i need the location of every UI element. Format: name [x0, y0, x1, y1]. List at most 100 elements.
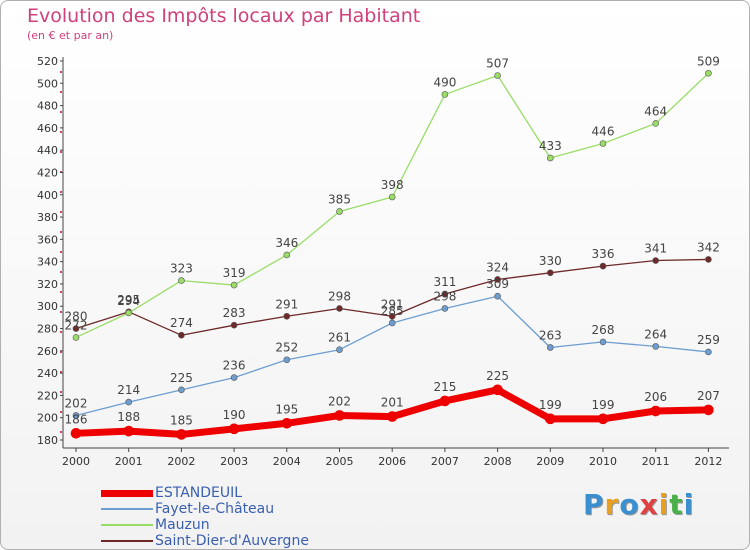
- data-point: [494, 276, 501, 283]
- data-label: 202: [328, 394, 351, 408]
- data-point: [652, 120, 660, 127]
- y-tick-label: 480: [37, 100, 58, 113]
- y-tick-label: 440: [37, 144, 58, 157]
- data-label: 291: [275, 297, 298, 311]
- data-label: 319: [223, 266, 246, 280]
- chart-legend: ESTANDEUIL Fayet-le-Château Mauzun Saint-Di…: [101, 485, 361, 549]
- legend-label: ESTANDEUIL: [155, 485, 243, 501]
- data-point: [597, 413, 609, 425]
- data-point: [546, 344, 554, 351]
- y-tick-label: 200: [37, 412, 58, 425]
- data-point: [652, 257, 660, 264]
- data-point: [705, 256, 712, 263]
- data-label: 201: [381, 396, 404, 410]
- legend-item: Saint-Dier-d'Auvergne: [101, 533, 361, 549]
- data-point: [441, 91, 449, 98]
- data-label: 285: [381, 304, 404, 318]
- chart-subtitle: (en € et par an): [27, 29, 114, 42]
- legend-item: Mauzun: [101, 517, 361, 533]
- data-point: [703, 404, 714, 416]
- data-label: 346: [275, 236, 298, 250]
- data-point: [494, 292, 501, 300]
- data-label: 215: [433, 380, 456, 394]
- legend-swatch: [101, 540, 153, 542]
- y-tick-label: 220: [37, 389, 58, 402]
- data-point: [599, 140, 607, 147]
- y-tick-label: 420: [37, 166, 58, 179]
- x-tick-label: 2004: [273, 455, 301, 468]
- data-label: 342: [697, 240, 720, 254]
- data-label: 186: [65, 412, 88, 426]
- data-point: [176, 429, 187, 440]
- y-tick-label: 180: [37, 434, 58, 447]
- data-label: 291: [381, 297, 404, 311]
- data-label: 341: [644, 242, 667, 256]
- y-tick-label: 340: [37, 256, 58, 269]
- x-tick-label: 2007: [431, 455, 459, 468]
- data-label: 225: [486, 369, 509, 383]
- x-tick-label: 2006: [378, 455, 406, 468]
- data-point: [650, 405, 662, 417]
- data-point: [230, 321, 238, 329]
- legend-label: Fayet-le-Château: [155, 501, 275, 517]
- chart-title: Evolution des Impôts locaux par Habitant: [27, 5, 421, 27]
- y-tick-label: 400: [37, 189, 58, 202]
- x-tick-label: 2005: [326, 455, 354, 468]
- data-point: [230, 281, 238, 289]
- data-label: 309: [486, 277, 509, 291]
- data-label: 259: [697, 333, 720, 347]
- legend-item: ESTANDEUIL: [101, 485, 361, 501]
- data-point: [178, 386, 185, 394]
- data-label: 272: [65, 318, 88, 332]
- data-point: [125, 309, 132, 317]
- x-tick-label: 2012: [694, 455, 722, 468]
- data-label: 185: [170, 413, 193, 427]
- data-label: 190: [223, 408, 246, 422]
- y-tick-label: 380: [37, 211, 58, 224]
- legend-swatch: [101, 490, 153, 497]
- x-tick-label: 2002: [167, 455, 195, 468]
- y-tick-label: 500: [37, 77, 58, 90]
- data-point: [125, 398, 132, 406]
- data-label: 324: [486, 260, 509, 274]
- data-label: 298: [433, 289, 456, 303]
- data-label: 195: [275, 402, 298, 416]
- legend-swatch: [101, 524, 153, 526]
- logo-letter: r: [604, 488, 620, 521]
- data-label: 294: [117, 294, 140, 308]
- logo-letter: i: [683, 488, 695, 521]
- y-tick-label: 320: [37, 278, 58, 291]
- data-label: 330: [539, 254, 562, 268]
- logo-letter: o: [619, 488, 640, 521]
- data-point: [388, 193, 396, 201]
- data-label: 509: [697, 54, 720, 68]
- data-label: 507: [486, 56, 509, 70]
- data-point: [281, 417, 293, 429]
- y-tick-label: 460: [37, 122, 58, 135]
- data-label: 188: [117, 410, 140, 424]
- data-label: 298: [328, 289, 351, 303]
- y-tick-label: 280: [37, 323, 58, 336]
- data-point: [72, 325, 80, 332]
- data-point: [230, 374, 238, 381]
- data-point: [334, 410, 345, 421]
- y-tick-label: 300: [37, 300, 58, 313]
- data-label: 490: [433, 75, 456, 89]
- x-tick-label: 2011: [642, 455, 670, 468]
- data-label: 261: [328, 331, 351, 345]
- x-tick-label: 2001: [115, 455, 143, 468]
- data-point: [70, 428, 82, 439]
- data-point: [283, 312, 291, 320]
- logo-letter: P: [583, 488, 605, 521]
- data-point: [544, 413, 556, 425]
- x-tick-label: 2010: [589, 455, 617, 468]
- logo-letter: i: [658, 488, 670, 521]
- data-point: [705, 348, 712, 356]
- data-point: [388, 319, 396, 327]
- data-label: 199: [592, 398, 615, 412]
- data-label: 274: [170, 316, 193, 330]
- data-label: 323: [170, 262, 193, 276]
- data-label: 283: [223, 306, 246, 320]
- data-label: 263: [539, 328, 562, 342]
